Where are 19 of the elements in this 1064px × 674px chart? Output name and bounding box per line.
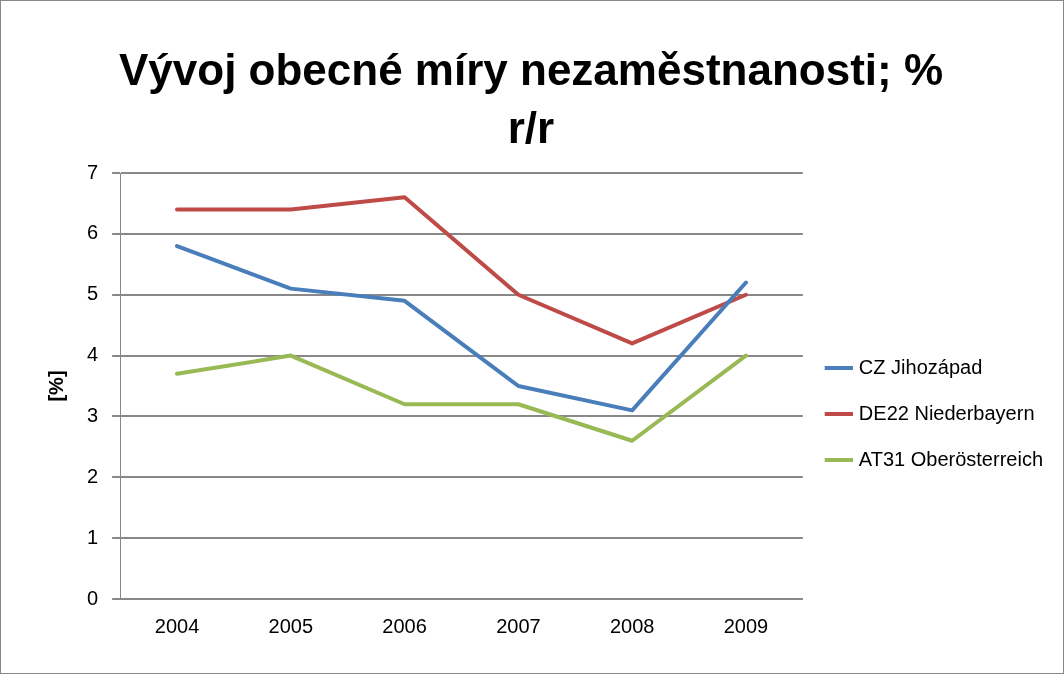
x-tick-label: 2008 [609, 614, 655, 637]
y-tick-label: 2 [87, 464, 99, 487]
x-tick-label: 2004 [154, 614, 200, 637]
legend-label: DE22 Niederbayern [858, 401, 1035, 424]
x-tick-label: 2009 [723, 614, 769, 637]
y-tick-label: 4 [87, 343, 99, 366]
y-tick-label: 0 [87, 586, 99, 609]
y-tick-label: 6 [87, 221, 99, 244]
y-tick-label: 5 [87, 282, 99, 305]
x-tick-label: 2005 [268, 614, 314, 637]
y-tick-label: 3 [87, 403, 99, 426]
x-tick-label: 2006 [382, 614, 427, 637]
chart-title: Vývoj obecné míry nezaměstnanosti; % r/r [117, 44, 944, 154]
x-tick-label: 2007 [496, 614, 541, 637]
y-tick-label: 7 [87, 160, 99, 183]
y-axis-title: [%] [44, 370, 67, 402]
legend-label: AT31 Oberösterreich [858, 447, 1044, 470]
legend-label: CZ Jihozápad [858, 355, 983, 378]
y-tick-label: 1 [87, 525, 99, 548]
